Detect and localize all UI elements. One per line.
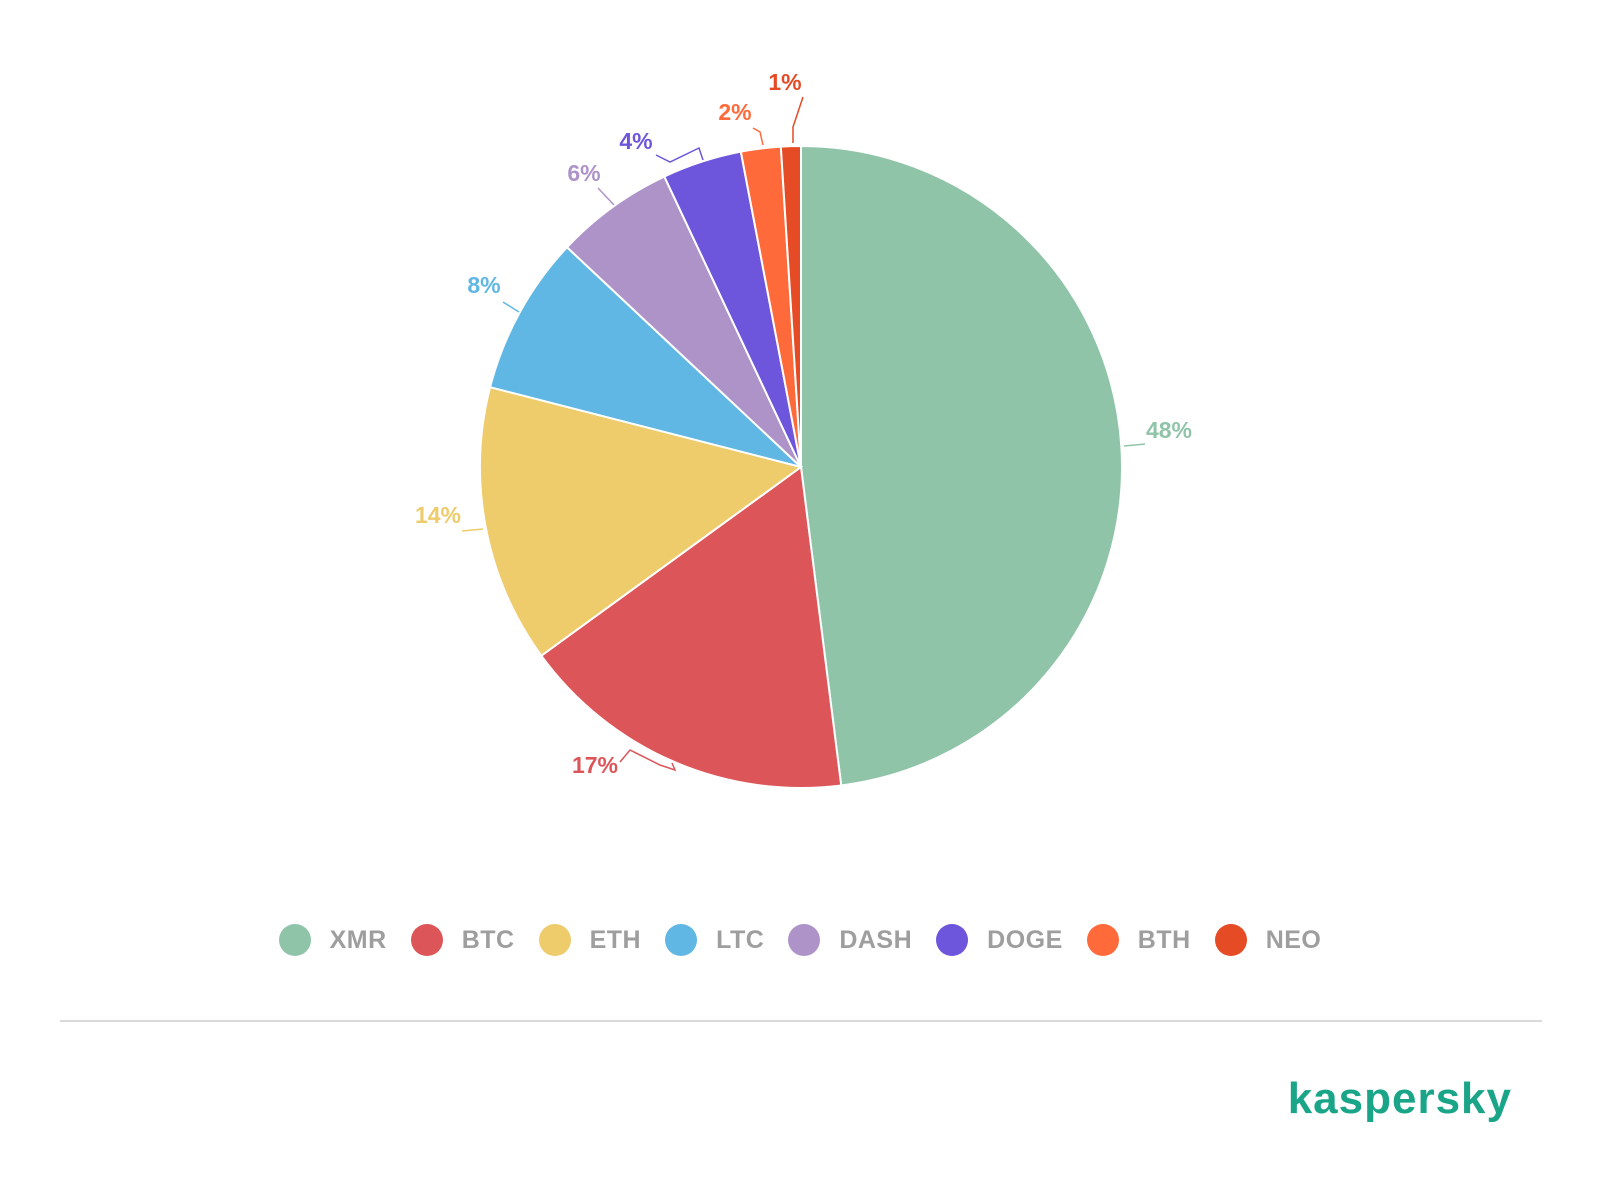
legend-swatch (936, 924, 969, 956)
legend-item-ltc: LTC (665, 924, 764, 956)
value-label-xmr: 48% (1146, 417, 1192, 443)
value-label-ltc: 8% (467, 272, 500, 298)
value-label-neo: 1% (768, 69, 801, 95)
legend-label: DOGE (987, 925, 1063, 954)
leader-line-doge (655, 146, 704, 163)
legend-label: ETH (589, 925, 642, 954)
legend-label: LTC (716, 925, 765, 954)
pie-slice-btc (539, 465, 843, 789)
legend-item-bth: BTH (1086, 924, 1191, 956)
legend-item-dash: DASH (788, 924, 912, 956)
legend-swatch (1086, 924, 1119, 956)
value-label-dash: 6% (567, 160, 600, 186)
legend-swatch (278, 924, 311, 956)
legend-swatch (788, 924, 821, 956)
legend-item-doge: DOGE (936, 924, 1063, 956)
legend-item-btc: BTC (410, 924, 515, 956)
legend-item-neo: NEO (1214, 924, 1322, 956)
legend-swatch (1214, 924, 1247, 956)
leader-line-xmr (1123, 443, 1146, 447)
legend-label: NEO (1265, 925, 1322, 954)
leader-line-dash (597, 187, 615, 206)
value-label-eth: 14% (415, 502, 461, 528)
legend-label: BTH (1137, 925, 1191, 954)
value-label-btc: 17% (572, 752, 618, 778)
leader-line-bth (752, 127, 764, 146)
legend-swatch (410, 924, 443, 956)
pie-slice-ltc (488, 245, 802, 468)
legend-label: XMR (329, 925, 387, 954)
legend-item-eth: ETH (538, 924, 642, 956)
pie-slice-neo (779, 144, 802, 468)
pie-slice-eth (479, 385, 804, 658)
leader-line-eth (461, 528, 484, 532)
legend-item-xmr: XMR (278, 924, 387, 956)
value-label-doge: 4% (619, 128, 652, 154)
pie-slice-xmr (800, 144, 1123, 787)
leader-line-neo (792, 96, 804, 143)
chart-legend: XMR BTC ETH LTC DASH DOGE BTH NEO (0, 918, 1600, 962)
kaspersky-logo: kaspersky (1287, 1074, 1512, 1123)
slice-value-labels: 48% 17% 14% 8% 6% 4% 2% 1% (415, 69, 1192, 778)
label-leader-lines (461, 96, 1146, 772)
value-label-bth: 2% (718, 99, 751, 125)
leader-line-btc (619, 749, 677, 772)
legend-label: DASH (839, 925, 913, 954)
leader-line-ltc (502, 301, 520, 313)
pie-slice-dash (565, 175, 802, 468)
legend-swatch (538, 924, 571, 956)
legend-swatch (665, 924, 698, 956)
footer-divider (60, 1020, 1542, 1022)
legend-label: BTC (461, 925, 515, 954)
pie-slices (479, 144, 1123, 789)
